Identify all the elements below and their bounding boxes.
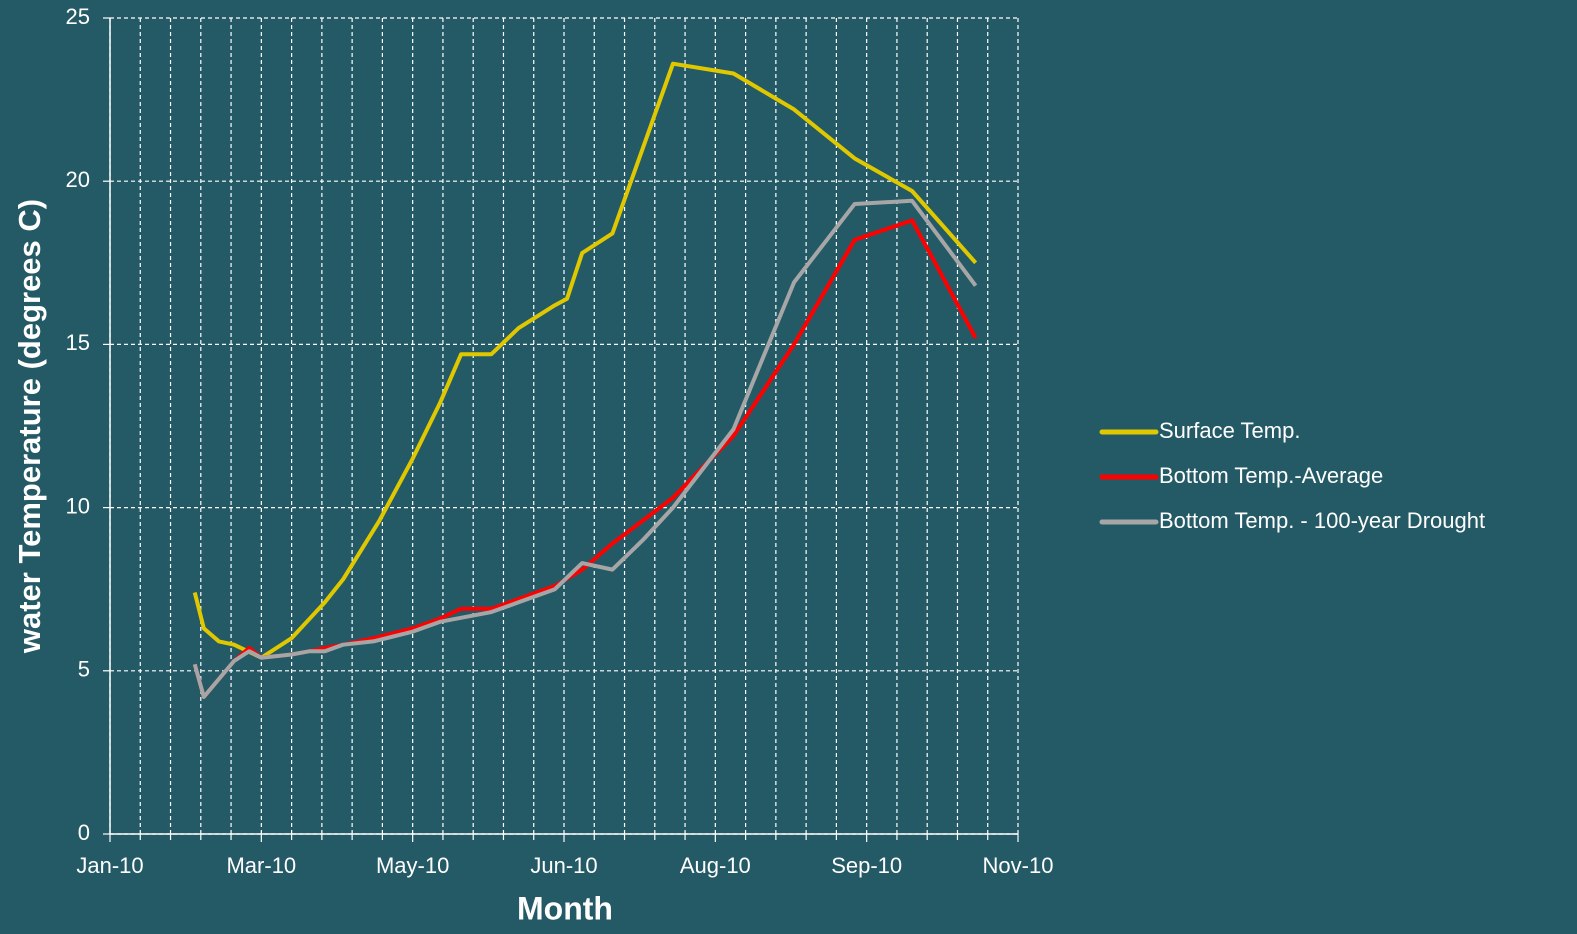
x-tick-label: Aug-10 (680, 853, 751, 878)
x-tick-label: Nov-10 (983, 853, 1054, 878)
x-tick-label: Jan-10 (76, 853, 143, 878)
y-tick-label: 0 (78, 820, 90, 845)
series-line (192, 198, 978, 699)
series-line (192, 61, 978, 660)
y-axis-label: water Temperature (degrees C) (12, 199, 47, 654)
x-tick-label: Jun-10 (530, 853, 597, 878)
x-tick-label: Sep-10 (831, 853, 902, 878)
legend-label: Bottom Temp. - 100-year Drought (1159, 508, 1485, 533)
y-tick-label: 10 (66, 493, 90, 518)
y-tick-label: 25 (66, 4, 90, 29)
y-tick-label: 5 (78, 657, 90, 682)
x-tick-label: Mar-10 (226, 853, 296, 878)
legend-label: Surface Temp. (1159, 418, 1300, 443)
x-tick-label: May-10 (376, 853, 449, 878)
y-tick-label: 20 (66, 167, 90, 192)
y-tick-label: 15 (66, 330, 90, 355)
x-axis-label: Month (517, 890, 613, 926)
legend-label: Bottom Temp.-Average (1159, 463, 1383, 488)
